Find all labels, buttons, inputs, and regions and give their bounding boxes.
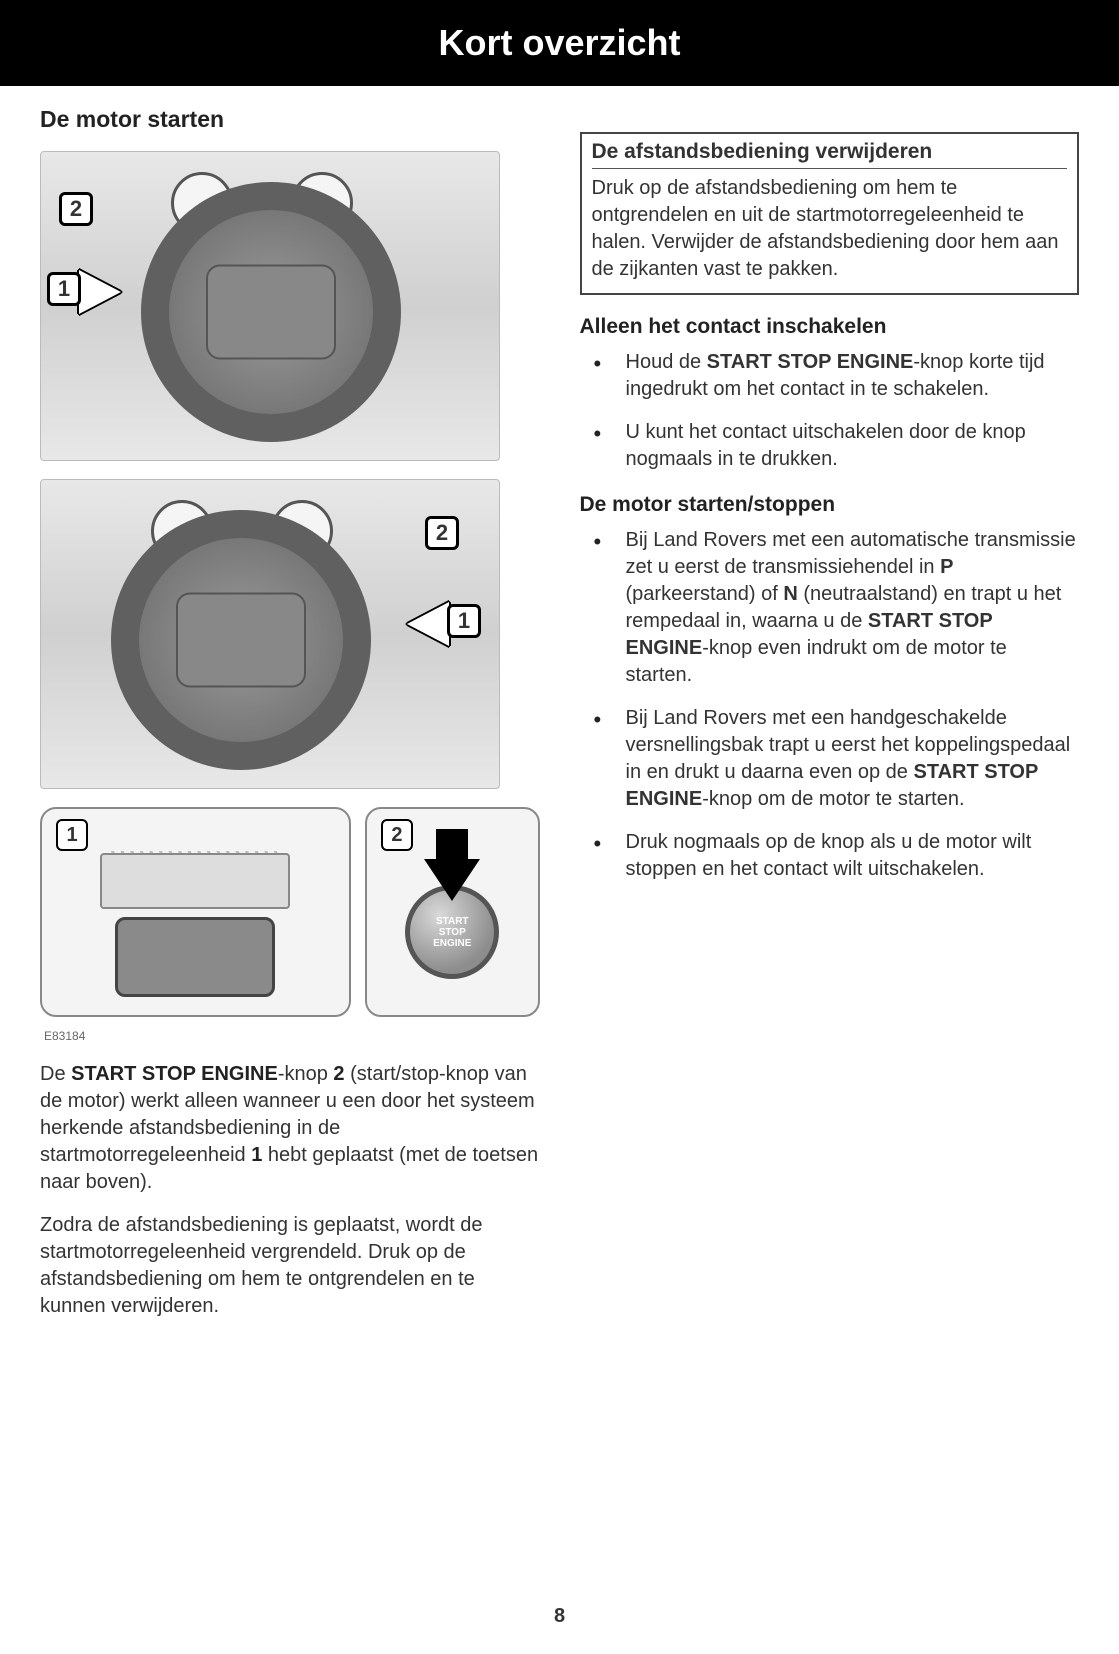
panel-label-2: 2 — [381, 819, 413, 851]
remote-control-icon — [115, 917, 275, 997]
subheading-startstop: De motor starten/stoppen — [580, 493, 1080, 517]
subheading-contact: Alleen het contact inschakelen — [580, 315, 1080, 339]
steering-wheel-illustration-bottom: 2 1 — [40, 479, 500, 789]
section-heading: De motor starten — [40, 106, 540, 133]
bullet-list-startstop: Bij Land Rovers met een automatische tra… — [580, 527, 1080, 883]
paragraph-1: De START STOP ENGINE-knop 2 (start/stop-… — [40, 1061, 540, 1196]
bullet-list-contact: Houd de START STOP ENGINE-knop korte tij… — [580, 349, 1080, 473]
list-item: Bij Land Rovers met een handgeschakelde … — [580, 705, 1080, 813]
panel-start-button: 2 STARTSTOPENGINE — [365, 807, 540, 1017]
left-column: De motor starten 2 1 2 1 1 — [40, 106, 540, 1336]
figure-code: E83184 — [44, 1029, 540, 1043]
list-item: Bij Land Rovers met een automatische tra… — [580, 527, 1080, 689]
list-item: Druk nogmaals op de knop als u de motor … — [580, 829, 1080, 883]
callout-1: 1 — [47, 272, 81, 306]
arrow-right-icon — [79, 270, 121, 314]
page-title: Kort overzicht — [438, 22, 680, 63]
list-item: U kunt het contact uitschakelen door de … — [580, 419, 1080, 473]
page-header: Kort overzicht — [0, 0, 1119, 86]
arrow-left-icon — [407, 602, 449, 646]
callout-1: 1 — [447, 604, 481, 638]
detail-panels: 1 2 STARTSTOPENGINE — [40, 807, 540, 1017]
right-column: De afstandsbediening verwijderen Druk op… — [580, 106, 1080, 1336]
steering-wheel-illustration-top: 2 1 — [40, 151, 500, 461]
callout-2: 2 — [59, 192, 93, 226]
arrow-down-icon — [424, 859, 480, 901]
list-item: Houd de START STOP ENGINE-knop korte tij… — [580, 349, 1080, 403]
callout-2: 2 — [425, 516, 459, 550]
content-area: De motor starten 2 1 2 1 1 — [0, 86, 1119, 1336]
info-box: De afstandsbediening verwijderen Druk op… — [580, 132, 1080, 295]
panel-remote-slot: 1 — [40, 807, 351, 1017]
paragraph-2: Zodra de afstandsbediening is geplaatst,… — [40, 1212, 540, 1320]
info-box-text: Druk op de afstandsbediening om hem te o… — [592, 175, 1068, 283]
info-box-title: De afstandsbediening verwijderen — [592, 140, 1068, 169]
page-number: 8 — [554, 1605, 565, 1628]
